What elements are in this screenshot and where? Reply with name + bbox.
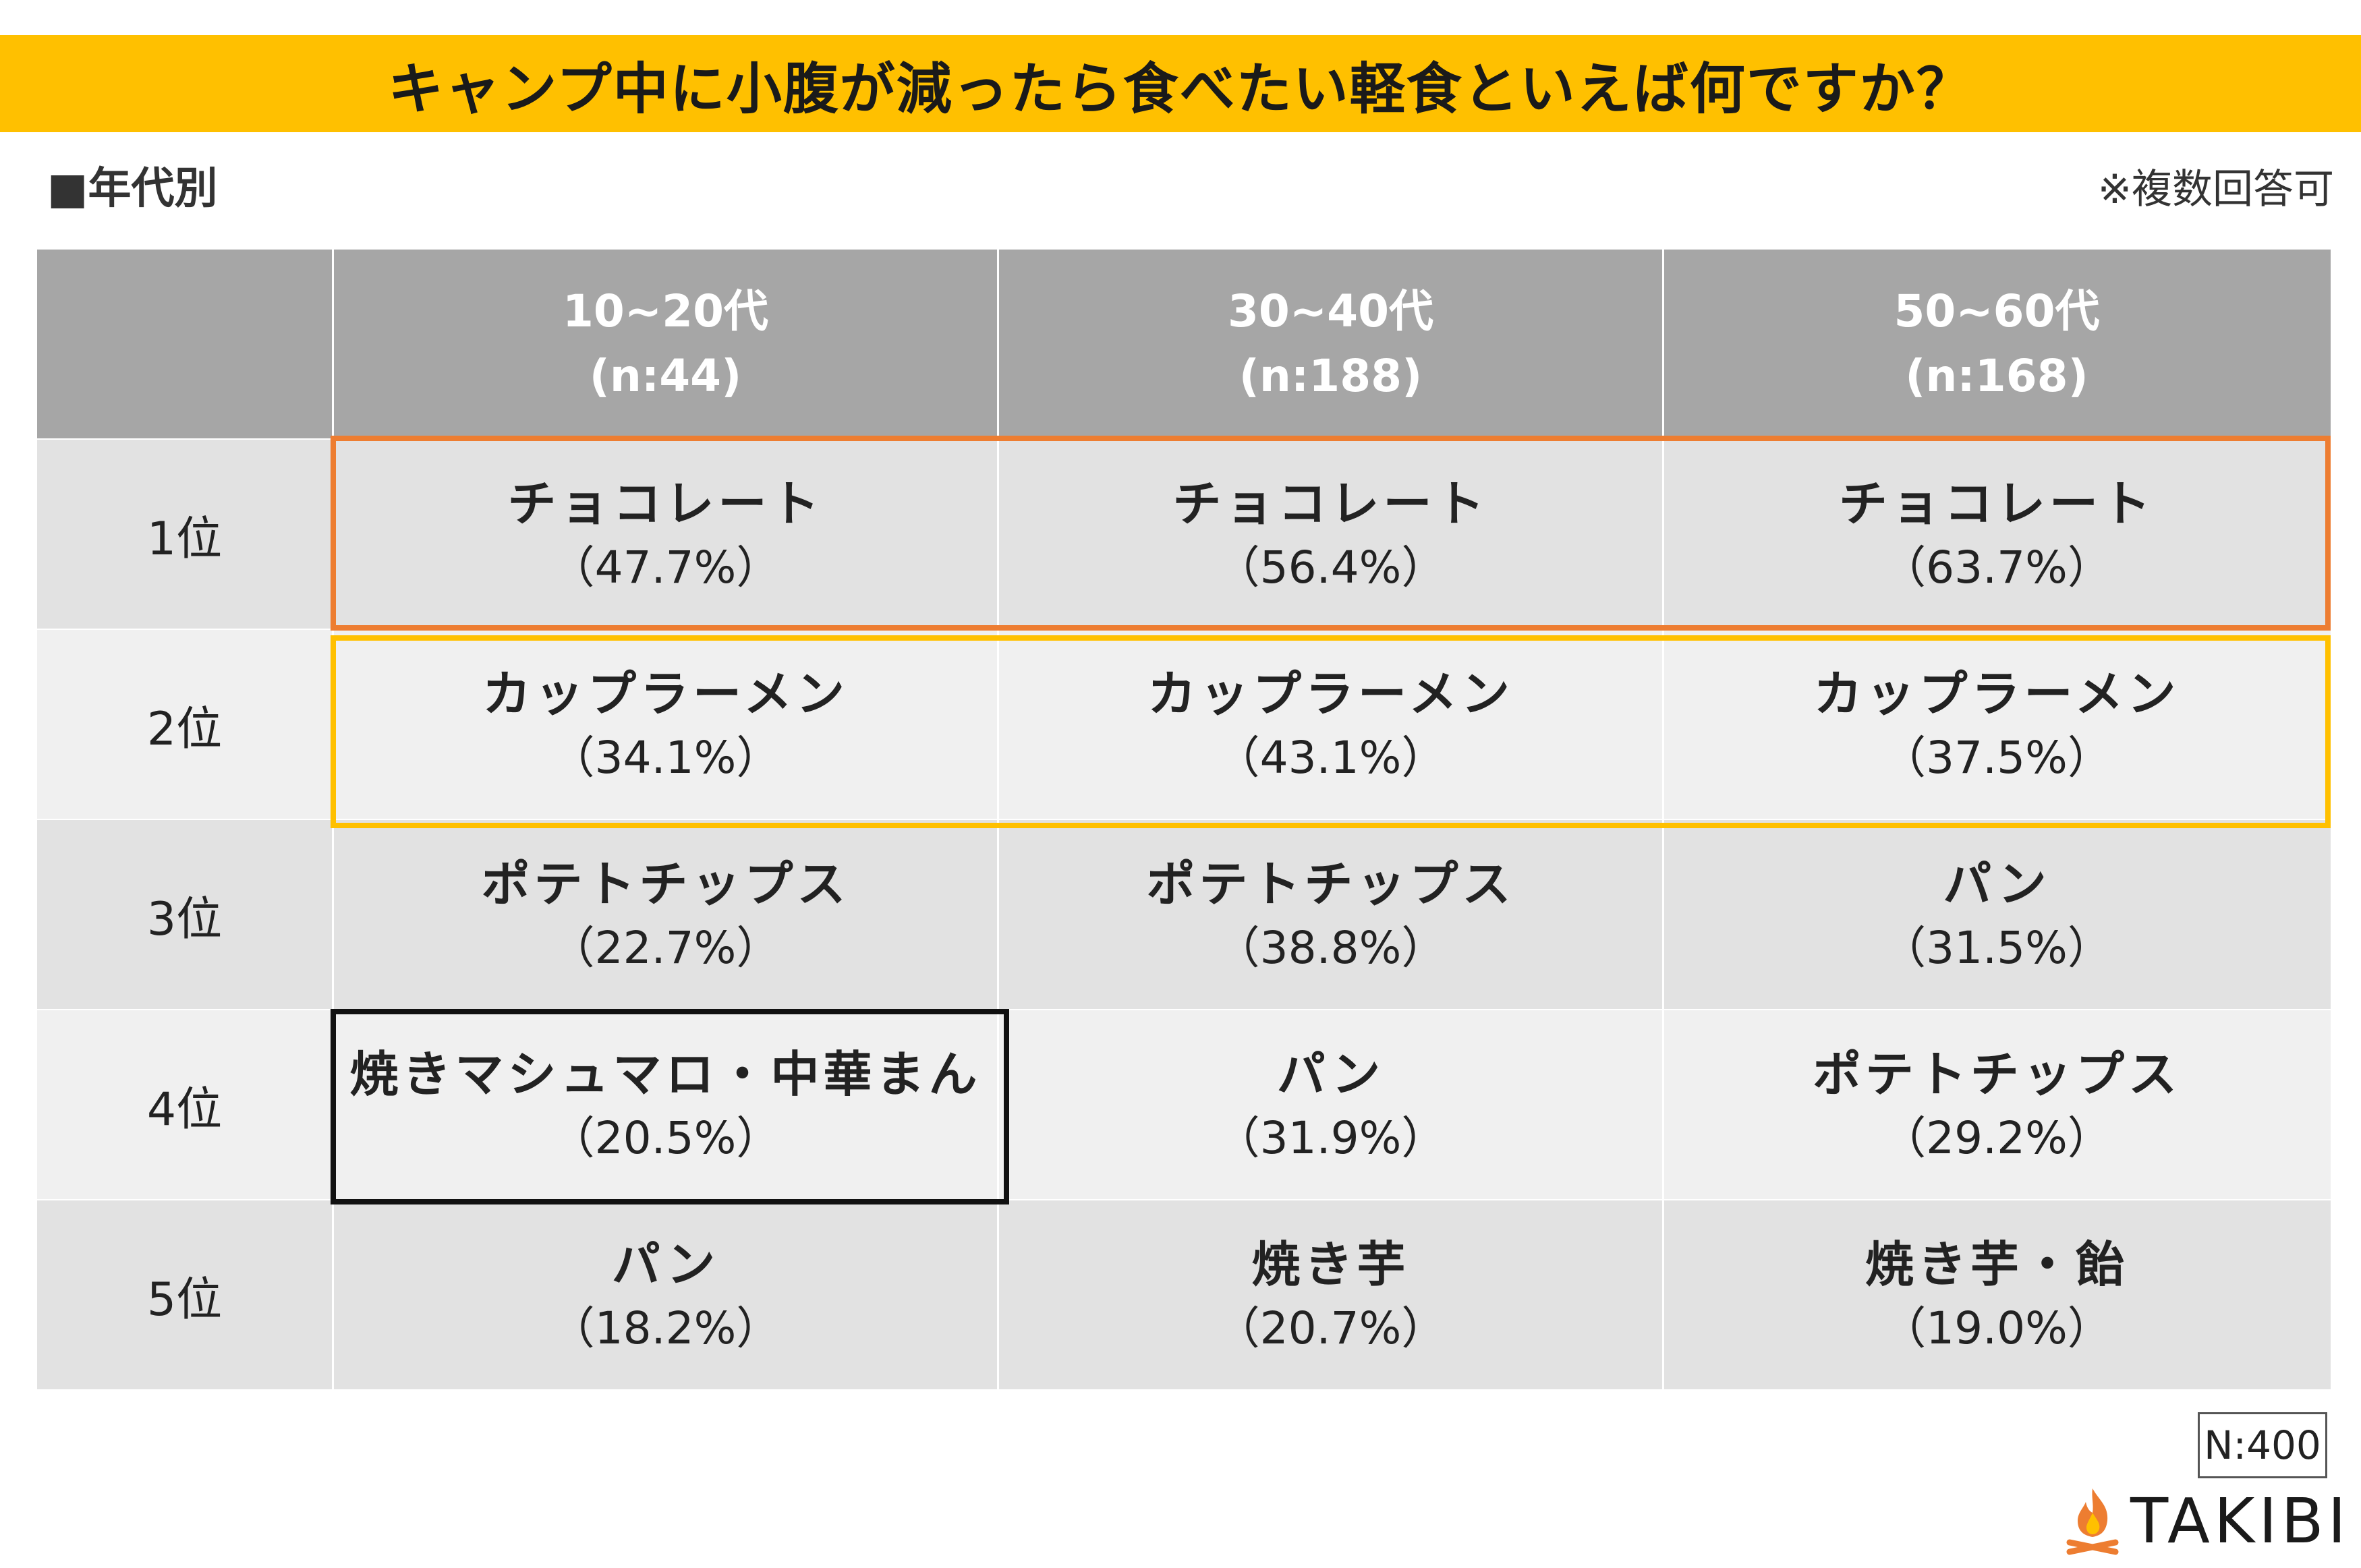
- item-percentage: （19.0%）: [1881, 1302, 2112, 1354]
- item-cell: ポテトチップス （22.7%）: [334, 820, 999, 1009]
- item-percentage: （20.7%）: [1215, 1302, 1446, 1354]
- item-cell: 焼き芋・飴 （19.0%）: [1664, 1200, 2329, 1389]
- item-name: 焼き芋・飴: [1865, 1236, 2128, 1293]
- item-cell: ポテトチップス （38.8%）: [999, 820, 1664, 1009]
- item-cell: カップラーメン （34.1%）: [334, 630, 999, 819]
- item-name: パン: [1276, 1046, 1385, 1103]
- header-cell-age-10-20: 10~20代 (n:44): [334, 250, 999, 438]
- sample-size-badge: N:400: [2198, 1412, 2327, 1478]
- item-cell: パン （31.9%）: [999, 1010, 1664, 1199]
- item-cell: 焼き芋 （20.7%）: [999, 1200, 1664, 1389]
- item-cell: チョコレート （56.4%）: [999, 440, 1664, 629]
- item-name: チョコレート: [507, 475, 824, 532]
- header-cell-age-30-40: 30~40代 (n:188): [999, 250, 1664, 438]
- column-label: 50~60代: [1894, 285, 2100, 337]
- item-name: チョコレート: [1838, 475, 2155, 532]
- item-percentage: （43.1%）: [1215, 732, 1446, 784]
- table-row: 4位 焼きマシュマロ・中華まん （20.5%） パン （31.9%） ポテトチッ…: [37, 1010, 2331, 1199]
- column-sample: (n:168): [1905, 350, 2088, 402]
- rank-cell: 1位: [37, 440, 334, 629]
- campfire-icon: [2066, 1488, 2119, 1555]
- item-name: カップラーメン: [482, 666, 849, 722]
- item-name: ポテトチップス: [481, 856, 850, 912]
- section-label: ■年代別: [47, 164, 218, 214]
- page-title: キャンプ中に小腹が減ったら食べたい軽食といえば何ですか？: [0, 35, 2361, 132]
- item-percentage: （37.5%）: [1881, 732, 2112, 784]
- item-cell: パン （18.2%）: [334, 1200, 999, 1389]
- item-percentage: （31.9%）: [1215, 1112, 1446, 1164]
- item-name: パン: [1943, 856, 2051, 912]
- item-cell: チョコレート （63.7%）: [1664, 440, 2329, 629]
- item-percentage: （29.2%）: [1881, 1112, 2112, 1164]
- table-row: 3位 ポテトチップス （22.7%） ポテトチップス （38.8%） パン （3…: [37, 820, 2331, 1009]
- logo-text: TAKIBI: [2130, 1484, 2350, 1557]
- item-name: ポテトチップス: [1146, 856, 1515, 912]
- ranking-table: 10~20代 (n:44) 30~40代 (n:188) 50~60代 (n:1…: [37, 250, 2331, 1389]
- item-cell: ポテトチップス （29.2%）: [1664, 1010, 2329, 1199]
- item-name: カップラーメン: [1813, 666, 2180, 722]
- table-row: 5位 パン （18.2%） 焼き芋 （20.7%） 焼き芋・飴 （19.0%）: [37, 1200, 2331, 1389]
- table-row: 1位 チョコレート （47.7%） チョコレート （56.4%） チョコレート …: [37, 440, 2331, 629]
- item-percentage: （18.2%）: [550, 1302, 781, 1354]
- item-cell: カップラーメン （37.5%）: [1664, 630, 2329, 819]
- column-sample: (n:44): [589, 350, 742, 402]
- table-row: 2位 カップラーメン （34.1%） カップラーメン （43.1%） カップラー…: [37, 630, 2331, 819]
- item-name: カップラーメン: [1147, 666, 1514, 722]
- item-cell: チョコレート （47.7%）: [334, 440, 999, 629]
- item-name: 焼き芋: [1251, 1236, 1410, 1293]
- item-cell: パン （31.5%）: [1664, 820, 2329, 1009]
- item-cell: カップラーメン （43.1%）: [999, 630, 1664, 819]
- header-corner-cell: [37, 250, 334, 438]
- item-cell: 焼きマシュマロ・中華まん （20.5%）: [334, 1010, 999, 1199]
- takibi-logo: TAKIBI: [2064, 1484, 2350, 1558]
- column-label: 10~20代: [563, 285, 768, 337]
- item-name: 焼きマシュマロ・中華まん: [349, 1046, 982, 1103]
- table-header-row: 10~20代 (n:44) 30~40代 (n:188) 50~60代 (n:1…: [37, 250, 2331, 438]
- item-percentage: （63.7%）: [1881, 542, 2112, 593]
- item-name: チョコレート: [1172, 475, 1489, 532]
- rank-cell: 3位: [37, 820, 334, 1009]
- column-sample: (n:188): [1239, 350, 1423, 402]
- rank-cell: 2位: [37, 630, 334, 819]
- column-label: 30~40代: [1228, 285, 1433, 337]
- header-cell-age-50-60: 50~60代 (n:168): [1664, 250, 2329, 438]
- rank-cell: 5位: [37, 1200, 334, 1389]
- item-percentage: （20.5%）: [550, 1112, 781, 1164]
- item-percentage: （34.1%）: [550, 732, 781, 784]
- item-name: ポテトチップス: [1812, 1046, 2181, 1103]
- item-percentage: （38.8%）: [1215, 922, 1446, 974]
- item-percentage: （31.5%）: [1881, 922, 2112, 974]
- item-percentage: （22.7%）: [550, 922, 781, 974]
- multiple-answer-note: ※複数回答可: [2097, 166, 2334, 213]
- item-name: パン: [611, 1236, 720, 1293]
- item-percentage: （56.4%）: [1215, 542, 1446, 593]
- rank-cell: 4位: [37, 1010, 334, 1199]
- item-percentage: （47.7%）: [550, 542, 781, 593]
